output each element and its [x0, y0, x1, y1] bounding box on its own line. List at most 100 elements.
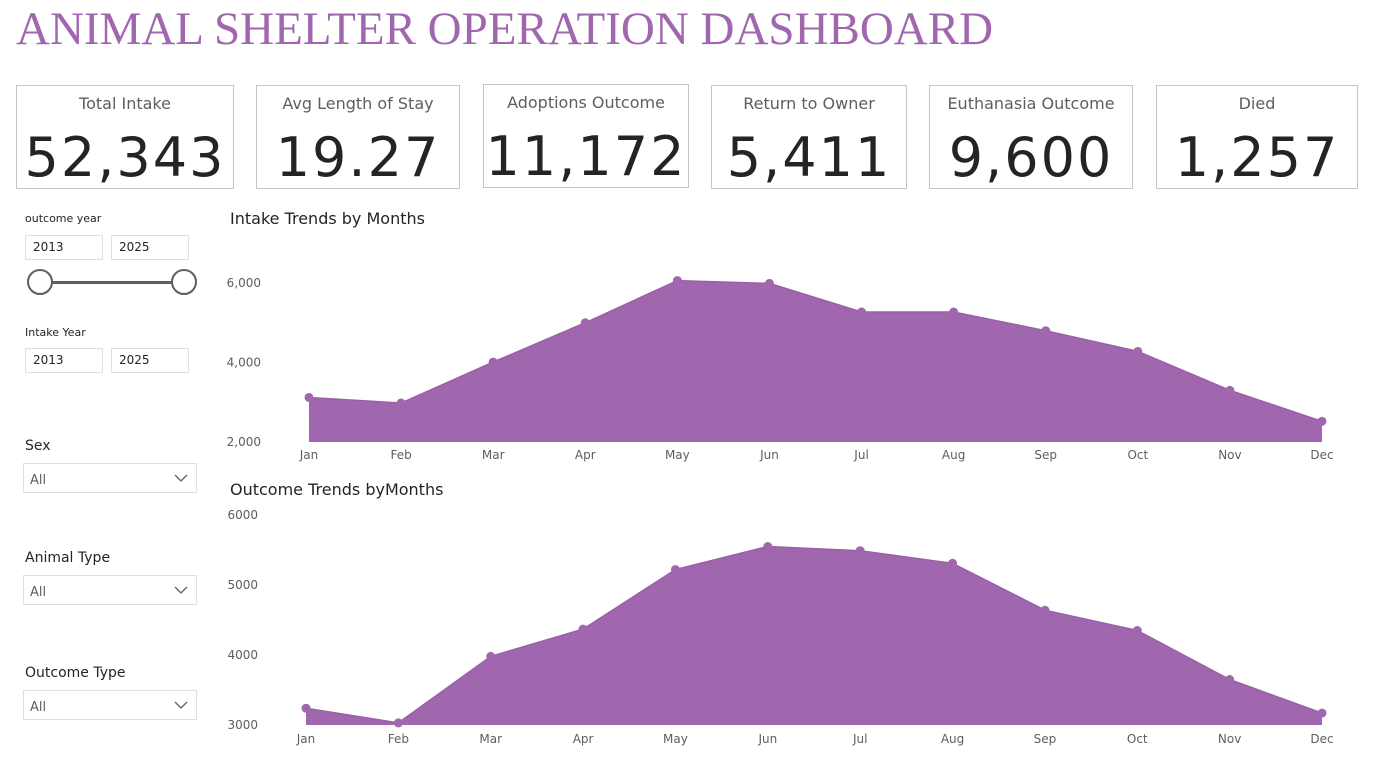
x-tick-label: May [665, 448, 690, 462]
kpi-value: 11,172 [485, 125, 687, 188]
data-point[interactable] [1133, 346, 1143, 356]
kpi-label: Died [1238, 94, 1276, 113]
data-point[interactable] [948, 558, 958, 568]
x-tick-label: Mar [482, 448, 505, 462]
data-point[interactable] [1317, 416, 1327, 426]
data-point[interactable] [578, 624, 588, 634]
outcome-year-slider-start-handle[interactable] [27, 269, 53, 295]
data-point[interactable] [396, 398, 406, 408]
x-tick-label: Jan [296, 732, 316, 746]
y-tick-label: 5000 [227, 578, 258, 592]
chevron-down-icon [174, 474, 188, 482]
kpi-card-avg-length-of-stay[interactable]: Avg Length of Stay 19.27 [256, 85, 460, 189]
chevron-down-icon [174, 701, 188, 709]
x-tick-label: Nov [1218, 448, 1241, 462]
outcome-year-start-input[interactable]: 2013 [25, 235, 103, 260]
kpi-label: Avg Length of Stay [282, 94, 434, 113]
kpi-card-total-intake[interactable]: Total Intake 52,343 [16, 85, 234, 189]
x-tick-label: May [663, 732, 688, 746]
data-point[interactable] [486, 651, 496, 661]
x-tick-label: Jun [757, 732, 777, 746]
x-tick-label: Feb [388, 732, 409, 746]
outcome-year-end-input[interactable]: 2025 [111, 235, 189, 260]
kpi-card-died[interactable]: Died 1,257 [1156, 85, 1358, 189]
data-point[interactable] [1225, 675, 1235, 684]
data-point[interactable] [949, 307, 959, 317]
series-line [305, 545, 1323, 724]
area-series[interactable] [306, 546, 1322, 726]
data-point[interactable] [763, 542, 773, 551]
data-point[interactable] [857, 307, 867, 317]
kpi-value: 9,600 [948, 126, 1114, 189]
y-tick-label: 3000 [227, 718, 258, 732]
sex-dropdown[interactable]: All [23, 463, 197, 493]
outcome-type-dropdown-value: All [30, 700, 47, 715]
y-tick-label: 2,000 [227, 435, 261, 449]
kpi-label: Euthanasia Outcome [947, 94, 1115, 113]
x-tick-label: Feb [390, 448, 411, 462]
intake-year-label: Intake Year [25, 326, 86, 339]
sex-filter-label: Sex [25, 438, 51, 454]
kpi-value: 19.27 [275, 126, 441, 189]
data-point[interactable] [670, 565, 680, 575]
kpi-value: 1,257 [1174, 126, 1340, 189]
kpi-card-return-to-owner[interactable]: Return to Owner 5,411 [711, 85, 907, 189]
x-tick-label: Aug [941, 732, 964, 746]
data-point[interactable] [1132, 626, 1142, 635]
outcome-type-filter-label: Outcome Type [25, 665, 126, 681]
area-series[interactable] [309, 280, 1322, 442]
intake-trends-chart-title: Intake Trends by Months [230, 209, 425, 228]
dashboard-title: ANIMAL SHELTER OPERATION DASHBOARD [16, 3, 994, 55]
intake-year-end-input[interactable]: 2025 [111, 348, 189, 373]
data-point[interactable] [1041, 326, 1051, 336]
sex-dropdown-value: All [30, 473, 47, 488]
series-line [308, 279, 1323, 423]
x-tick-label: Apr [573, 732, 594, 746]
x-tick-label: Sep [1034, 448, 1057, 462]
animal-type-filter-label: Animal Type [25, 550, 111, 566]
data-point[interactable] [1040, 605, 1050, 615]
kpi-value: 5,411 [726, 126, 892, 189]
x-tick-label: Oct [1127, 448, 1148, 462]
x-tick-label: Jun [759, 448, 779, 462]
x-tick-label: Sep [1034, 732, 1057, 746]
kpi-label: Return to Owner [743, 94, 875, 113]
outcome-year-label: outcome year [25, 212, 102, 225]
data-point[interactable] [580, 318, 590, 328]
data-point[interactable] [1317, 708, 1327, 718]
chevron-down-icon [174, 586, 188, 594]
x-tick-label: Nov [1218, 732, 1241, 746]
outcome-year-slider-end-handle[interactable] [171, 269, 197, 295]
kpi-label: Adoptions Outcome [507, 93, 665, 112]
kpi-value: 52,343 [24, 126, 226, 189]
data-point[interactable] [304, 392, 314, 402]
outcome-type-dropdown[interactable]: All [23, 690, 197, 720]
x-tick-label: Mar [479, 732, 502, 746]
y-tick-label: 6000 [227, 508, 258, 522]
data-point[interactable] [488, 357, 498, 367]
data-point[interactable] [764, 278, 774, 288]
kpi-card-adoptions-outcome[interactable]: Adoptions Outcome 11,172 [483, 84, 689, 188]
x-tick-label: Jul [852, 732, 867, 746]
data-point[interactable] [301, 703, 311, 713]
x-tick-label: Dec [1310, 448, 1333, 462]
x-tick-label: Jan [299, 448, 319, 462]
y-tick-label: 6,000 [227, 276, 261, 290]
outcome-year-slider-track[interactable] [40, 281, 184, 284]
data-point[interactable] [1225, 385, 1235, 395]
intake-trends-chart[interactable]: Jan Feb Mar Apr May Jun Jul Aug Sep Oct Nov Dec 2,00… [220, 230, 1350, 470]
y-tick-label: 4000 [227, 648, 258, 662]
data-point[interactable] [855, 546, 865, 556]
kpi-card-euthanasia-outcome[interactable]: Euthanasia Outcome 9,600 [929, 85, 1133, 189]
animal-type-dropdown[interactable]: All [23, 575, 197, 605]
x-tick-label: Oct [1127, 732, 1148, 746]
outcome-trends-chart-title: Outcome Trends byMonths [230, 480, 444, 499]
intake-year-start-input[interactable]: 2013 [25, 348, 103, 373]
data-point[interactable] [393, 718, 403, 728]
outcome-trends-chart[interactable]: Jan Feb Mar Apr May Jun Jul Aug Sep Oct Nov Dec 3000… [220, 500, 1350, 756]
kpi-label: Total Intake [79, 94, 171, 113]
x-tick-label: Aug [942, 448, 965, 462]
x-tick-label: Apr [575, 448, 596, 462]
x-tick-label: Jul [853, 448, 868, 462]
data-point[interactable] [672, 276, 682, 286]
